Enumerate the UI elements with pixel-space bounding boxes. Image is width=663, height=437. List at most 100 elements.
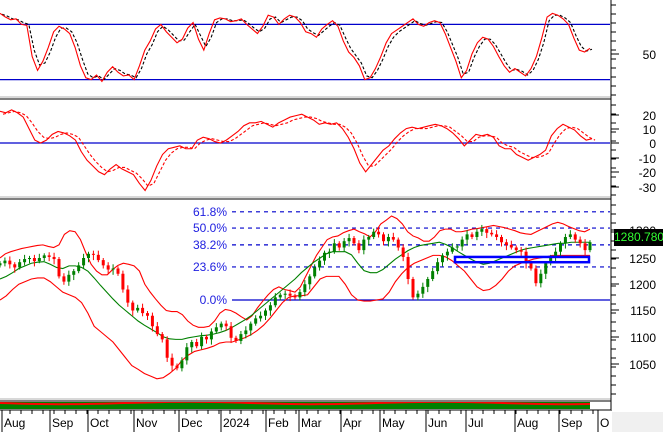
candle-body <box>259 315 263 319</box>
candle-body <box>332 243 336 252</box>
candle-body <box>293 295 297 298</box>
candle-body <box>209 331 213 340</box>
candle-body <box>283 293 287 295</box>
price-axis-tick-label: 1050 <box>629 358 656 372</box>
macd-axis-tick-label: -30 <box>639 181 657 195</box>
stoch-axis-tick-label: 50 <box>643 48 657 62</box>
candle-body <box>416 293 420 298</box>
volume-panel[interactable] <box>0 400 591 409</box>
candle-body <box>445 251 449 256</box>
candle-body <box>52 256 56 260</box>
candle-body <box>298 292 302 298</box>
candle-body <box>549 258 553 264</box>
candle-body <box>544 263 548 274</box>
month-label: Apr <box>343 416 362 430</box>
candle-body <box>57 259 61 277</box>
candle-body <box>327 251 331 253</box>
candle-body <box>170 357 174 366</box>
price-axis-tick-label: 1250 <box>629 252 656 266</box>
candle-body <box>308 276 312 285</box>
candle-body <box>254 318 258 324</box>
candle-body <box>347 238 351 242</box>
candle-body <box>411 279 415 298</box>
macd-line <box>0 109 593 192</box>
candle-body <box>583 243 587 251</box>
macd-axis-tick-label: -20 <box>639 166 657 180</box>
candle-body <box>91 253 95 255</box>
candle-body <box>131 302 135 311</box>
candle-body <box>382 234 385 242</box>
candle-body <box>372 231 376 237</box>
candle-body <box>431 271 435 279</box>
fib-level-label: 50.0% <box>193 221 227 235</box>
candle-body <box>490 232 494 235</box>
candle-body <box>239 334 243 341</box>
month-label: Sep <box>52 416 74 430</box>
month-label: Sep <box>561 416 583 430</box>
candle-body <box>588 242 592 251</box>
candle-body <box>47 255 51 257</box>
candle-body <box>165 339 169 358</box>
candle-body <box>519 250 523 252</box>
candle-body <box>82 258 86 266</box>
candle-body <box>37 258 41 262</box>
candle-body <box>509 244 513 248</box>
candle-body <box>72 271 76 275</box>
candle-body <box>323 252 326 261</box>
candle-body <box>367 237 371 240</box>
candle-body <box>111 268 115 270</box>
candle-body <box>77 265 81 272</box>
candle-body <box>441 255 444 263</box>
candle-body <box>391 237 395 240</box>
candle-body <box>337 243 341 248</box>
candle-body <box>190 342 194 348</box>
candle-body <box>352 238 356 244</box>
candle-body <box>205 336 208 340</box>
month-label: Mar <box>301 416 322 430</box>
candle-body <box>426 279 430 287</box>
candle-body <box>514 247 518 251</box>
candle-body <box>539 273 543 284</box>
candle-body <box>303 284 307 293</box>
candle-body <box>450 247 454 252</box>
candle-body <box>406 256 410 279</box>
candle-body <box>28 258 31 260</box>
candle-body <box>529 263 533 269</box>
macd-axis-tick-label: 20 <box>643 109 657 123</box>
macd-axis-tick-label: -10 <box>639 152 657 166</box>
candle-body <box>288 293 292 296</box>
fib-level-label: 38.2% <box>193 238 227 252</box>
candle-body <box>42 255 46 258</box>
panel-splitter[interactable] <box>0 398 663 400</box>
macd-panel[interactable] <box>0 109 610 192</box>
support-zone-box[interactable] <box>453 255 591 264</box>
candle-body <box>67 274 71 282</box>
panel-splitter[interactable] <box>0 96 663 98</box>
panel-splitter[interactable] <box>0 196 663 198</box>
candle-body <box>554 251 558 258</box>
candle-body <box>121 273 125 290</box>
candle-body <box>249 323 253 331</box>
fib-level-label: 0.0% <box>200 293 228 307</box>
y-axis-bg <box>611 0 663 410</box>
candle-body <box>362 239 366 251</box>
last-price-badge: 1280.780 <box>614 229 663 246</box>
candle-body <box>244 330 248 335</box>
candle-body <box>377 231 381 235</box>
axis-corner <box>612 412 663 432</box>
candle-body <box>185 347 189 361</box>
month-label: Oct <box>90 416 109 430</box>
candle-body <box>101 260 105 266</box>
macd-axis-tick-label: 10 <box>643 123 657 137</box>
panel-separators[interactable] <box>0 96 663 402</box>
stochastic-panel[interactable] <box>0 12 610 83</box>
price-panel[interactable]: 61.8% 50.0% 38.2% 23.6% 0.0% <box>0 205 610 380</box>
candle-body <box>180 360 184 369</box>
month-label: Aug <box>4 416 25 430</box>
panel-splitter-edge <box>0 198 663 200</box>
candle-body <box>396 239 400 248</box>
